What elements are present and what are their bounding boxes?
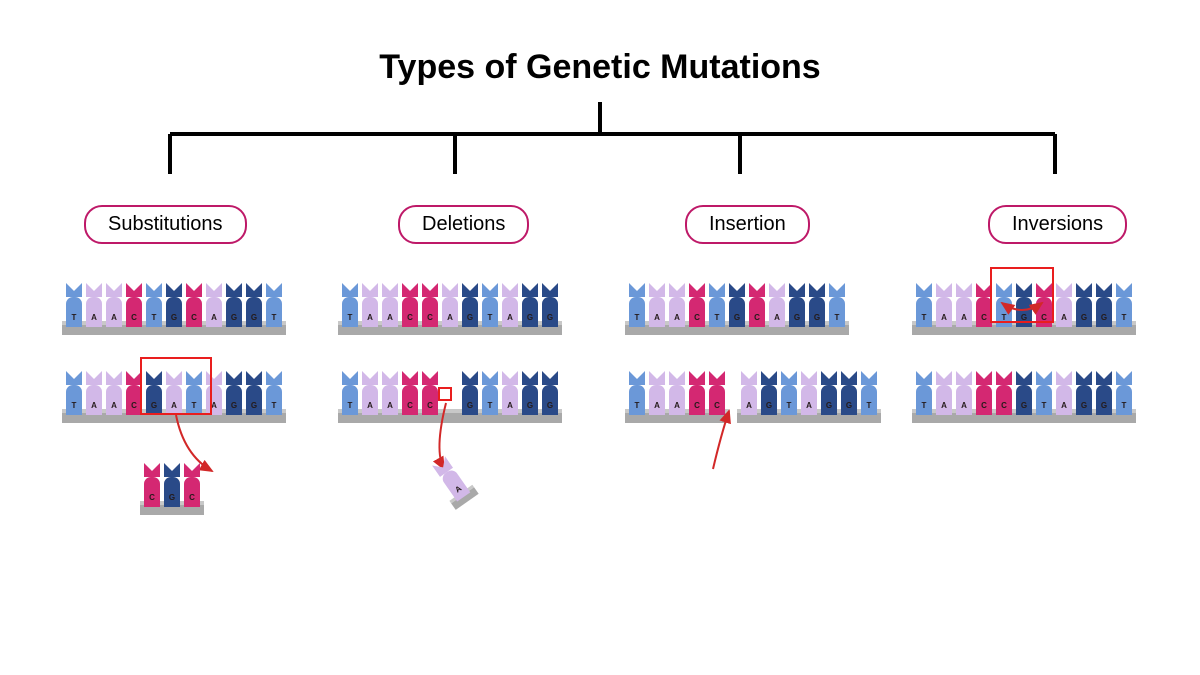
nucleotide: G [246, 287, 262, 327]
nucleotide: C [144, 467, 160, 507]
nucleotide: T [709, 287, 725, 327]
nucleotide: A [442, 287, 458, 327]
nucleotide: C [689, 287, 705, 327]
nucleotide: C [184, 467, 200, 507]
dna-strand: CGC [140, 455, 260, 515]
nucleotide: C [126, 287, 142, 327]
nucleotide: A [206, 287, 222, 327]
dna-strand: TAACTGCAGGT [912, 275, 1172, 335]
nucleotide: A [382, 287, 398, 327]
dna-strand: TAACCAGTAGG [338, 275, 598, 335]
dna-strand: TAACTGCAGGT [62, 275, 322, 335]
nucleotide: G [542, 287, 558, 327]
nucleotide: T [1116, 375, 1132, 415]
nucleotide: A [502, 287, 518, 327]
category-insertion: Insertion [685, 205, 810, 244]
tree-connector [0, 98, 1200, 218]
fragment-strand: CGC [140, 455, 260, 543]
nucleotide: G [789, 287, 805, 327]
nucleotide: A [1056, 375, 1072, 415]
panel-substitutions: TAACTGCAGGTTAACGATAGGT [62, 275, 322, 451]
nucleotide: A [649, 287, 665, 327]
nucleotide: C [186, 287, 202, 327]
nucleotide: G [809, 287, 825, 327]
category-inversions: Inversions [988, 205, 1127, 244]
category-deletions: Deletions [398, 205, 529, 244]
nucleotide: G [462, 287, 478, 327]
panel-deletions: TAACCAGTAGGTAACCGTAGG [338, 275, 598, 451]
nucleotide: C [422, 287, 438, 327]
nucleotide: T [342, 287, 358, 327]
nucleotide: A [362, 287, 378, 327]
nucleotide: T [266, 287, 282, 327]
page-title: Types of Genetic Mutations [379, 48, 820, 87]
nucleotide: T [66, 287, 82, 327]
nucleotide: T [146, 287, 162, 327]
nucleotide: T [1036, 375, 1052, 415]
nucleotide: C [976, 375, 992, 415]
nucleotide: G [1076, 375, 1092, 415]
nucleotide: T [916, 375, 932, 415]
nucleotide: A [769, 287, 785, 327]
nucleotide: G [166, 287, 182, 327]
nucleotide: G [1016, 375, 1032, 415]
nucleotide: G [164, 467, 180, 507]
category-substitutions: Substitutions [84, 205, 247, 244]
nucleotide: A [106, 287, 122, 327]
nucleotide: T [829, 287, 845, 327]
dna-strand: TAACCGTAGGT [912, 363, 1172, 423]
nucleotide: C [402, 287, 418, 327]
dna-strand: TAACTGCAGGT [625, 275, 905, 335]
nucleotide: G [729, 287, 745, 327]
nucleotide: A [86, 287, 102, 327]
nucleotide: A [669, 287, 685, 327]
arrow [625, 363, 905, 503]
nucleotide: A [956, 375, 972, 415]
nucleotide: T [629, 287, 645, 327]
nucleotide: G [522, 287, 538, 327]
swap-arrow [912, 275, 1172, 335]
nucleotide: G [226, 287, 242, 327]
panel-inversions: TAACTGCAGGTTAACCGTAGGT [912, 275, 1172, 451]
nucleotide: C [749, 287, 765, 327]
nucleotide: C [996, 375, 1012, 415]
nucleotide: A [936, 375, 952, 415]
panel-insertion: TAACTGCAGGTTAACCAGTAGGT [625, 275, 905, 451]
nucleotide: T [482, 287, 498, 327]
nucleotide: G [1096, 375, 1112, 415]
